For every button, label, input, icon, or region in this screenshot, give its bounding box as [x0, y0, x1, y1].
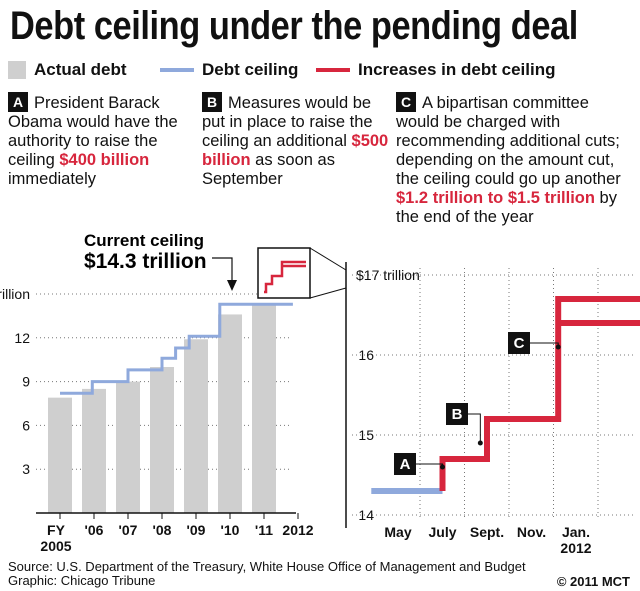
annotation-label: A — [400, 456, 411, 473]
legend-increases-swatch — [316, 68, 350, 72]
legend-ceiling: Debt ceiling — [160, 60, 298, 80]
note-a-text: President Barack Obama would have the au… — [8, 94, 178, 169]
callout-leader — [212, 257, 233, 282]
x-tick-label: FY — [47, 522, 66, 538]
legend-ceiling-label: Debt ceiling — [202, 60, 299, 79]
x-tick-label: '06 — [85, 522, 104, 538]
x-tick-label: '08 — [153, 522, 172, 538]
annotation-label: C — [514, 335, 525, 352]
footer: Source: U.S. Department of the Treasury,… — [8, 560, 526, 588]
x-tick-label: Nov. — [517, 524, 546, 540]
note-b-amount: $500 billion — [202, 132, 389, 169]
note-b-text-end: as soon as September — [202, 151, 335, 188]
x-tick-label: '07 — [119, 522, 138, 538]
bar-actual-debt — [252, 304, 276, 513]
bar-actual-debt — [218, 314, 242, 513]
callout-arrowhead — [227, 280, 237, 291]
note-c-text: A bipartisan committee would be charged … — [396, 94, 621, 188]
legend-ceiling-swatch — [160, 68, 194, 72]
y-tick-label: 16 — [358, 347, 374, 363]
y-tick-label: 12 — [14, 330, 30, 346]
inset-step-high — [264, 260, 306, 294]
bar-actual-debt — [184, 339, 208, 513]
chart-title: Debt ceiling under the pending deal — [10, 4, 578, 48]
increase-step-line — [439, 296, 640, 491]
legend: Actual debt Debt ceiling Increases in de… — [8, 60, 638, 84]
bar-actual-debt — [116, 381, 140, 513]
y-tick-label: 3 — [22, 461, 30, 477]
x-tick-label: '11 — [255, 522, 273, 538]
note-a-amount: $400 billion — [59, 151, 150, 169]
callout-value: $14.3 trillion — [84, 250, 207, 273]
y-tick-label: 6 — [22, 417, 30, 433]
y-tick-label: $15 trillion — [0, 286, 30, 302]
note-c-badge: C — [396, 92, 416, 112]
credit-note: Graphic: Chicago Tribune — [8, 573, 156, 588]
annotation-leader — [416, 463, 443, 467]
note-a: A President Barack Obama would have the a… — [8, 92, 198, 189]
y-tick-label: 9 — [22, 374, 30, 390]
annotation-point — [440, 464, 445, 470]
legend-increases-label: Increases in debt ceiling — [358, 60, 556, 79]
x-tick-label: July — [428, 524, 456, 540]
x-tick-label: 2012 — [282, 522, 313, 538]
annotation-badge — [394, 453, 416, 475]
note-b-badge: B — [202, 92, 222, 112]
x-tick-label: May — [384, 524, 411, 540]
x-tick-label: Sept. — [470, 524, 504, 540]
callout-label: Current ceiling — [84, 231, 204, 250]
copyright: © 2011 MCT — [556, 574, 630, 589]
inset-connector-top — [309, 247, 347, 271]
inset-connector-bottom — [309, 287, 347, 299]
note-c-text-end: by the end of the year — [396, 189, 617, 226]
annotation-label: B — [452, 406, 463, 423]
note-a-text-end: immediately — [8, 170, 97, 188]
y-tick-label: $17 trillion — [356, 267, 420, 283]
note-a-badge: A — [8, 92, 28, 112]
y-tick-label: 15 — [358, 427, 374, 443]
annotation-badge — [508, 332, 530, 354]
annotation-badge — [446, 403, 468, 425]
x-tick-label: 2012 — [560, 540, 591, 556]
debt-ceiling-line — [60, 302, 293, 395]
legend-increases: Increases in debt ceiling — [316, 60, 555, 80]
annotation-leader — [468, 413, 481, 443]
legend-actual: Actual debt — [8, 60, 127, 80]
bar-actual-debt — [82, 388, 106, 513]
source-note: Source: U.S. Department of the Treasury,… — [8, 559, 526, 574]
x-tick-label: Jan. — [562, 524, 590, 540]
annotation-point — [477, 440, 483, 446]
bar-actual-debt — [150, 367, 174, 513]
note-b-text: Measures would be put in place to raise … — [202, 94, 373, 150]
x-tick-label: '10 — [221, 522, 240, 538]
bar-actual-debt — [48, 397, 72, 513]
x-tick-label: 2005 — [40, 538, 71, 554]
legend-actual-swatch — [8, 61, 26, 79]
x-tick-label: '09 — [187, 522, 206, 538]
note-b: B Measures would be put in place to raise… — [202, 92, 390, 189]
note-c-amount: $1.2 trillion to $1.5 trillion — [396, 189, 595, 207]
y-tick-label: 14 — [358, 507, 374, 523]
legend-actual-label: Actual debt — [34, 60, 127, 79]
annotation-point — [555, 344, 561, 350]
